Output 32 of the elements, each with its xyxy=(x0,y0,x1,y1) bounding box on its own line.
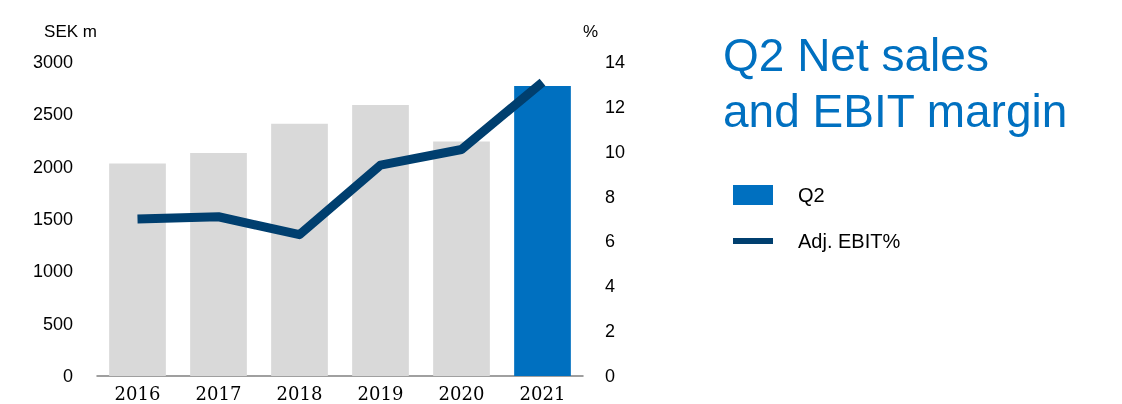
y2-tick-label: 0 xyxy=(605,366,616,386)
y2-tick-label: 14 xyxy=(605,52,626,72)
legend-label: Adj. EBIT% xyxy=(798,230,901,252)
x-tick-label: 2016 xyxy=(114,382,161,404)
y-tick-label: 1500 xyxy=(32,209,73,229)
x-tick-label: 2017 xyxy=(195,382,242,404)
y2-tick-label: 4 xyxy=(605,276,616,297)
y-tick-label: 0 xyxy=(62,366,73,386)
text: Q2 Net sales and EBIT margin xyxy=(723,29,1068,137)
y-axis-title: SEK m xyxy=(44,22,97,41)
y-tick-label: 2000 xyxy=(32,156,73,177)
y2-tick-label: 12 xyxy=(605,96,626,117)
bar xyxy=(271,123,328,376)
x-tick-label: 2019 xyxy=(357,382,404,404)
bar xyxy=(352,104,409,376)
x-tick-label: 2021 xyxy=(519,382,566,404)
y-tick-label: 1000 xyxy=(32,261,73,282)
y-tick-label: 3000 xyxy=(32,52,73,72)
y-tick-label: 500 xyxy=(42,313,73,334)
y2-axis-title: % xyxy=(583,22,599,41)
bar xyxy=(514,86,571,376)
bar xyxy=(109,163,166,376)
y2-tick-label: 6 xyxy=(605,231,616,252)
y2-tick-label: 2 xyxy=(605,321,616,342)
y-tick-label: 2500 xyxy=(32,104,73,125)
y2-tick-label: 10 xyxy=(605,141,626,162)
legend-label: Q2 xyxy=(798,184,825,206)
bar xyxy=(190,153,247,376)
x-tick-label: 2020 xyxy=(438,382,485,404)
y2-tick-label: 8 xyxy=(605,186,616,207)
bar xyxy=(433,141,490,376)
x-tick-label: 2018 xyxy=(276,382,323,404)
